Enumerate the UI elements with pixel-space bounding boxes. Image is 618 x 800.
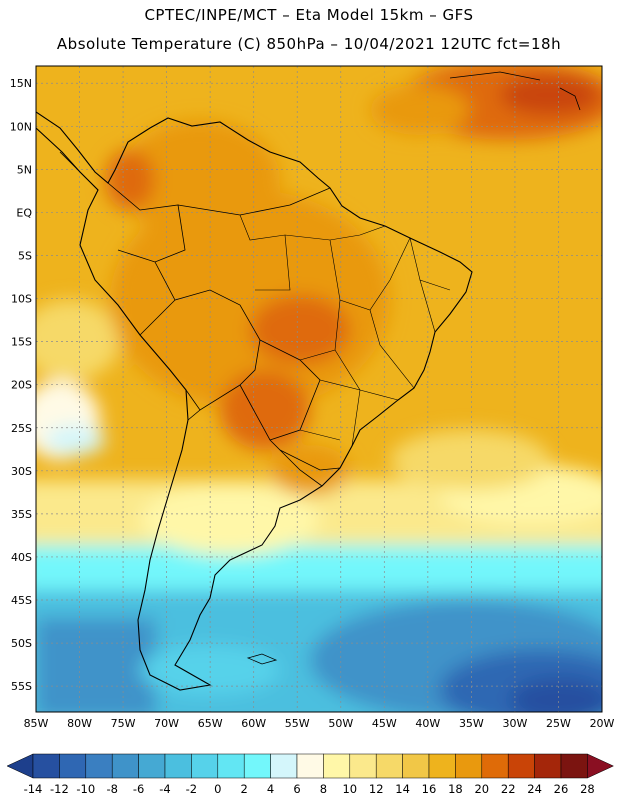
lat-tick-label: 5N xyxy=(17,163,32,176)
temperature-field xyxy=(36,66,602,712)
longitude-labels: 85W 80W 75W 70W 65W 60W 55W 50W 45W 40W 35W 30W 25W 2… xyxy=(24,717,615,730)
colorbar-tick-label: 2 xyxy=(241,782,248,796)
colorbar-tick-label: 26 xyxy=(554,782,569,796)
lon-tick-label: 40W xyxy=(415,717,440,730)
graticule xyxy=(36,66,602,712)
lon-tick-label: 65W xyxy=(198,717,223,730)
colorbar-swatch xyxy=(111,753,139,779)
colorbar-tick-label: 0 xyxy=(214,782,221,796)
colorbar-tick-label: -10 xyxy=(76,782,95,796)
lat-tick-label: 10S xyxy=(11,293,32,306)
lat-tick-label: 55S xyxy=(11,680,32,693)
colorbar-tick-label: -4 xyxy=(159,782,170,796)
colorbar-swatch xyxy=(217,753,245,779)
colorbar-tick-label: 4 xyxy=(267,782,274,796)
lat-tick-label: EQ xyxy=(16,206,32,219)
colorbar-tick-label: 16 xyxy=(422,782,437,796)
colorbar-swatch xyxy=(375,753,403,779)
colorbar-tick-label: 20 xyxy=(474,782,489,796)
colorbar-tick-label: 28 xyxy=(580,782,595,796)
map-frame xyxy=(35,65,603,713)
colorbar-swatch xyxy=(191,753,219,779)
colorbar-swatch xyxy=(243,753,271,779)
falkland-islands xyxy=(246,653,278,665)
colorbar-arrow-low xyxy=(6,753,34,779)
colorbar-arrow-high xyxy=(587,753,614,779)
colorbar-tick-label: -14 xyxy=(24,782,43,796)
colorbar-tick-label: 8 xyxy=(320,782,327,796)
colorbar-swatch xyxy=(507,753,535,779)
country-borders xyxy=(59,151,341,487)
colorbar-tick-label: 24 xyxy=(527,782,542,796)
colorbar-swatch xyxy=(534,753,562,779)
colorbar-tick-label: 6 xyxy=(293,782,300,796)
colorbar-tick-label: -2 xyxy=(186,782,197,796)
lat-tick-label: 25S xyxy=(11,422,32,435)
colorbar-swatch xyxy=(428,753,456,779)
colorbar-tick-label: -6 xyxy=(133,782,144,796)
lat-tick-label: 50S xyxy=(11,637,32,650)
colorbar-swatch xyxy=(85,753,113,779)
temperature-colorbar: -14 -12 -10 -8 -6 -4 -2 0 2 4 6 8 10 12 14 16 18 20 22 24 26… xyxy=(6,753,614,796)
latitude-labels: 15N 10N 5N EQ 5S 10S 15S 20S 25S 30S 35S 40S 45S 50S 5… xyxy=(10,77,33,693)
lon-tick-label: 60W xyxy=(241,717,266,730)
map-title-line2: Absolute Temperature (C) 850hPa – 10/04/… xyxy=(56,35,562,53)
colorbar-swatch xyxy=(32,753,60,779)
colorbar-swatch xyxy=(270,753,298,779)
colorbar-swatch xyxy=(59,753,87,779)
brazil-states xyxy=(239,214,451,447)
colorbar-swatch xyxy=(481,753,509,779)
lat-tick-label: 20S xyxy=(11,379,32,392)
lat-tick-label: 5S xyxy=(18,249,32,262)
map-title-line1: CPTEC/INPE/MCT – Eta Model 15km – GFS xyxy=(144,6,474,24)
lon-tick-label: 85W xyxy=(24,717,49,730)
lat-tick-label: 45S xyxy=(11,594,32,607)
lat-tick-label: 40S xyxy=(11,551,32,564)
lat-tick-label: 15S xyxy=(11,336,32,349)
colorbar-swatch xyxy=(455,753,483,779)
lon-tick-label: 75W xyxy=(111,717,136,730)
colorbar-tick-label: 22 xyxy=(501,782,516,796)
lat-tick-label: 35S xyxy=(11,508,32,521)
caribbean-islands xyxy=(449,71,581,111)
lon-tick-label: 35W xyxy=(459,717,484,730)
lon-tick-label: 80W xyxy=(67,717,92,730)
colorbar-tick-label: 14 xyxy=(395,782,410,796)
colorbar-swatch xyxy=(138,753,166,779)
colorbar-swatch xyxy=(296,753,324,779)
colorbar-tick-label: -8 xyxy=(106,782,117,796)
lon-tick-label: 55W xyxy=(285,717,310,730)
lon-tick-label: 20W xyxy=(590,717,615,730)
lon-tick-label: 45W xyxy=(372,717,397,730)
colorbar-swatch xyxy=(560,753,588,779)
lat-tick-label: 10N xyxy=(10,120,32,133)
colorbar-tick-label: 12 xyxy=(369,782,384,796)
colorbar-swatch xyxy=(323,753,351,779)
colorbar-swatch xyxy=(349,753,377,779)
lat-tick-label: 30S xyxy=(11,465,32,478)
colorbar-tick-label: 10 xyxy=(342,782,357,796)
colorbar-tick-label: -12 xyxy=(50,782,69,796)
lat-tick-label: 15N xyxy=(10,77,32,90)
colorbar-swatch xyxy=(402,753,430,779)
colorbar-swatch xyxy=(164,753,192,779)
lon-tick-label: 30W xyxy=(502,717,527,730)
colorbar-tick-label: 18 xyxy=(448,782,463,796)
lon-tick-label: 25W xyxy=(546,717,571,730)
lon-tick-label: 50W xyxy=(328,717,353,730)
lon-tick-label: 70W xyxy=(154,717,179,730)
